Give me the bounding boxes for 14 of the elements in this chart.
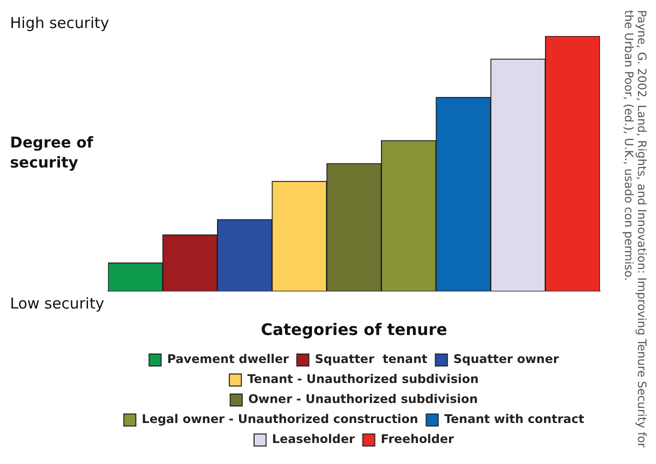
legend-label: Legal owner - Unauthorized construction (142, 412, 418, 426)
text: High security (10, 14, 110, 32)
legend-label: Tenant with contract (444, 412, 584, 426)
text: Low security (10, 294, 104, 313)
legend-label: Tenant - Unauthorized subdivision (247, 372, 479, 386)
legend-title: Categories of tenure (260, 320, 448, 339)
legend-label: Squatter tenant (314, 352, 428, 366)
text: Payne, G. 2002, Land, Rights, and Innovation: Improving Tenure Security for the Urban Poor, (ed.), U.K., usado con permiso. (621, 10, 649, 450)
legend-label: Freeholder (380, 432, 454, 446)
legend-label: Pavement dweller (167, 352, 289, 366)
legend-label: Owner - Unauthorized subdivision (248, 392, 478, 406)
legend-label: Squatter owner (453, 352, 559, 366)
legend-label: Leaseholder (272, 432, 355, 446)
text: Degree of security (10, 133, 94, 172)
